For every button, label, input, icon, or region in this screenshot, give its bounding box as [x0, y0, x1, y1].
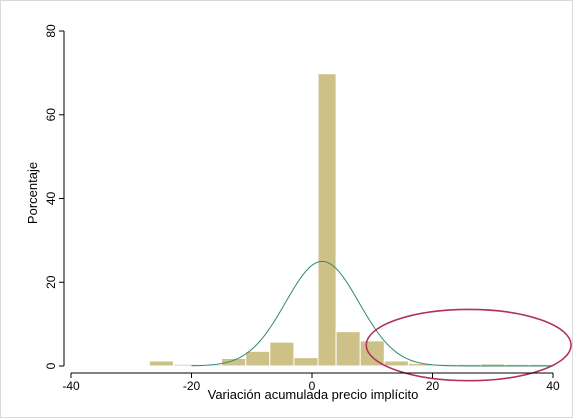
y-tick-label: 60 — [44, 108, 58, 122]
y-tick-label: 20 — [44, 275, 58, 289]
histogram-bar-4 — [245, 350, 271, 367]
y-axis-ticks: 0 20 40 60 80 — [44, 24, 64, 369]
histogram-bar-5 — [269, 341, 295, 367]
y-tick-label: 0 — [44, 362, 58, 369]
x-tick-label: -40 — [62, 379, 80, 393]
histogram-bar-9 — [359, 340, 385, 367]
y-axis-title: Porcentaje — [25, 162, 40, 224]
highlight-ellipse — [365, 308, 572, 382]
normal-density-curve — [191, 260, 553, 367]
histogram-bars — [148, 73, 554, 367]
x-tick-label: 40 — [546, 379, 560, 393]
x-tick-label: 20 — [426, 379, 440, 393]
y-tick-label: 40 — [44, 192, 58, 206]
histogram-bar-3 — [221, 357, 247, 367]
x-tick-label: 0 — [309, 379, 316, 393]
histogram-bar-7 — [317, 73, 337, 367]
x-axis-title: Variación acumulada precio implícito — [208, 387, 419, 402]
histogram-bar-8 — [335, 331, 361, 367]
histogram-bar-6 — [293, 357, 319, 367]
axes — [63, 31, 553, 374]
x-axis-ticks: -40 -20 0 20 40 — [62, 373, 560, 393]
y-tick-label: 80 — [44, 24, 58, 38]
histogram-bar-0 — [148, 360, 174, 367]
x-tick-label: -20 — [183, 379, 201, 393]
histogram-bar-10 — [383, 360, 409, 367]
